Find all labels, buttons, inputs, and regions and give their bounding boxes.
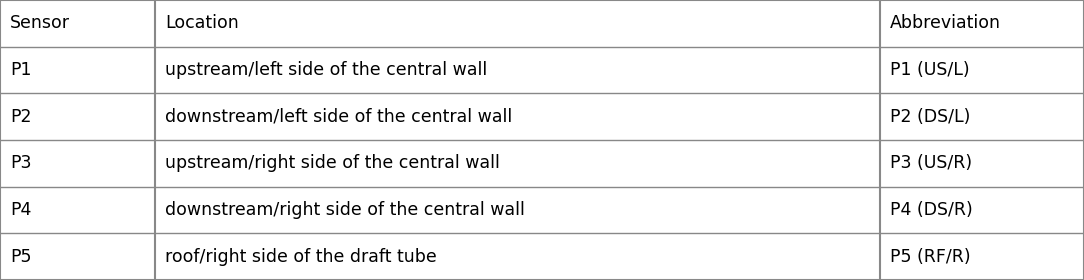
Text: Abbreviation: Abbreviation [890, 14, 1001, 32]
Text: P2: P2 [10, 108, 31, 126]
Text: Sensor: Sensor [10, 14, 70, 32]
Text: P2 (DS/L): P2 (DS/L) [890, 108, 970, 126]
Text: downstream/right side of the central wall: downstream/right side of the central wal… [165, 201, 525, 219]
Text: P4: P4 [10, 201, 31, 219]
Text: Location: Location [165, 14, 238, 32]
Text: P1: P1 [10, 61, 31, 79]
Text: P3 (US/R): P3 (US/R) [890, 154, 972, 172]
Text: P4 (DS/R): P4 (DS/R) [890, 201, 972, 219]
Text: P3: P3 [10, 154, 31, 172]
Text: upstream/right side of the central wall: upstream/right side of the central wall [165, 154, 500, 172]
Text: downstream/left side of the central wall: downstream/left side of the central wall [165, 108, 513, 126]
Text: P5: P5 [10, 248, 31, 266]
Text: upstream/left side of the central wall: upstream/left side of the central wall [165, 61, 487, 79]
Text: roof/right side of the draft tube: roof/right side of the draft tube [165, 248, 437, 266]
Text: P1 (US/L): P1 (US/L) [890, 61, 969, 79]
Text: P5 (RF/R): P5 (RF/R) [890, 248, 970, 266]
